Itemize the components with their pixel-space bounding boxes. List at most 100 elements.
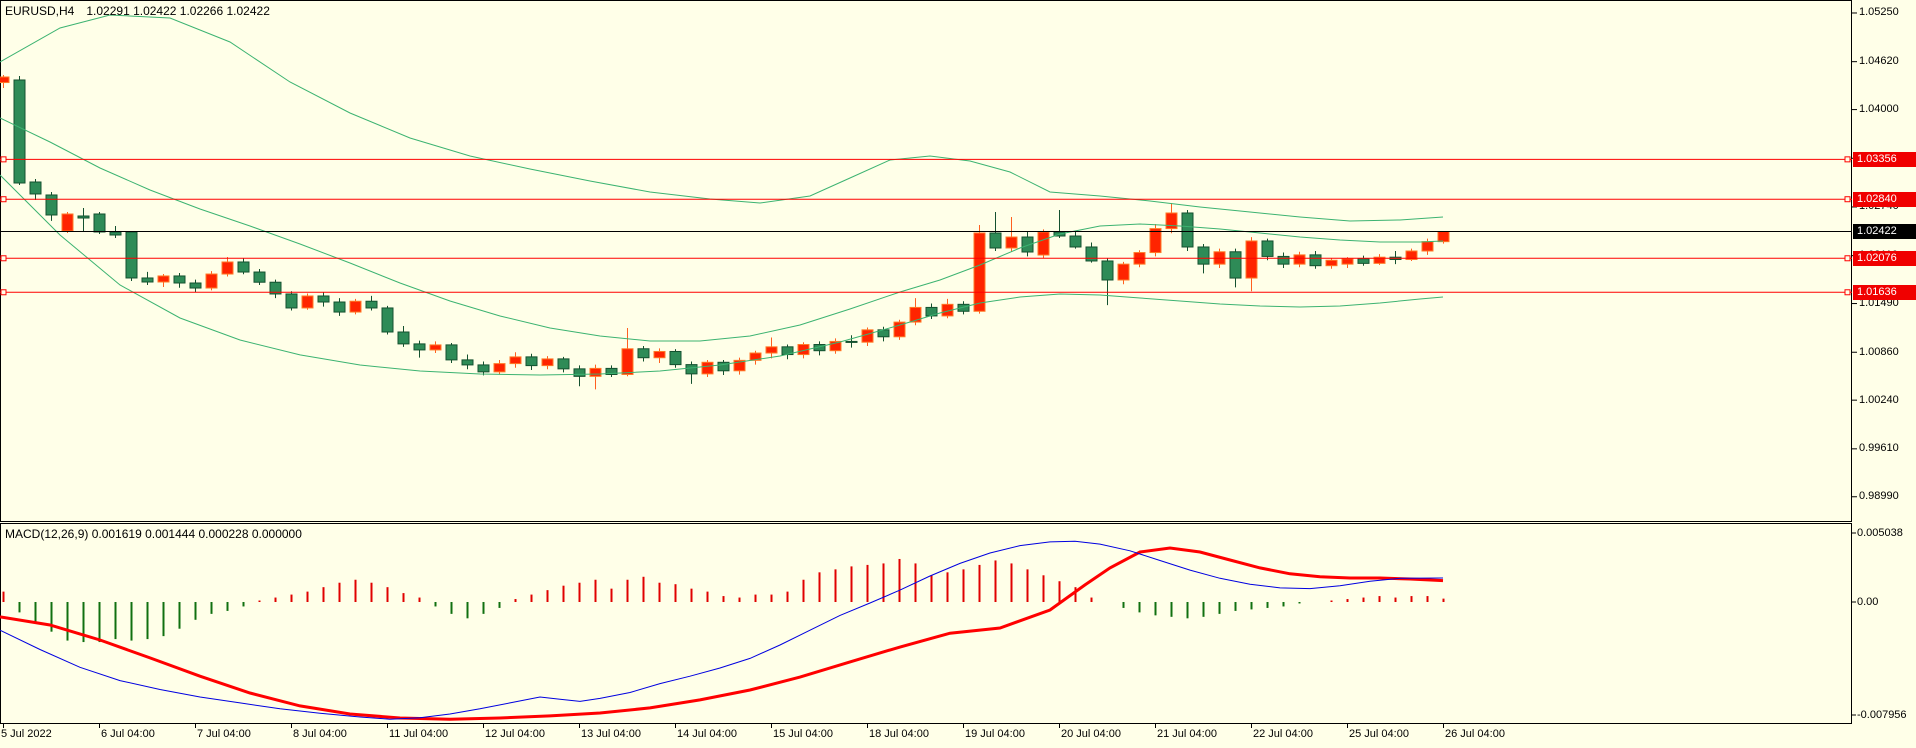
bull-candle: [1005, 236, 1018, 249]
bear-candle: [1229, 251, 1242, 279]
macd-signal-line: [0, 546, 1444, 721]
time-axis-label: 18 Jul 04:00: [869, 728, 929, 740]
bull-candle: [301, 295, 314, 309]
bear-candle: [717, 361, 730, 372]
bull-candle: [701, 361, 714, 375]
bear-candle: [637, 348, 650, 359]
price-axis-label: 1.01490: [1859, 297, 1899, 310]
macd-axis-label: 0.00: [1857, 595, 1879, 608]
bear-candle: [317, 295, 330, 303]
bull-candle: [493, 363, 506, 373]
bull-candle: [621, 348, 634, 375]
price-axis-label: 1.00860: [1859, 345, 1899, 358]
bear-candle: [557, 358, 570, 370]
bear-candle: [253, 271, 266, 283]
bear-candle: [77, 215, 90, 219]
level-handle-left: [0, 156, 7, 163]
time-axis-label: 12 Jul 04:00: [485, 728, 545, 740]
bull-candle: [1421, 241, 1434, 252]
price-axis-label: 1.00240: [1859, 393, 1899, 406]
time-axis-label: 19 Jul 04:00: [965, 728, 1025, 740]
bull-candle: [157, 275, 170, 283]
bear-candle: [957, 303, 970, 312]
time-axis-label: 15 Jul 04:00: [773, 728, 833, 740]
bull-candle: [589, 367, 602, 377]
bear-candle: [845, 340, 858, 343]
bear-candle: [13, 79, 26, 184]
bull-candle: [1245, 240, 1258, 279]
bull-candle: [829, 340, 842, 352]
bull-candle: [733, 359, 746, 372]
bull-candle: [1037, 231, 1050, 256]
bull-candle: [1149, 228, 1162, 254]
bear-candle: [189, 282, 202, 289]
time-axis-label: 11 Jul 04:00: [389, 728, 449, 740]
bear-candle: [1261, 240, 1274, 257]
bear-candle: [365, 300, 378, 309]
bear-candle: [125, 231, 138, 279]
bear-candle: [1021, 236, 1034, 253]
bear-candle: [173, 275, 186, 284]
bear-candle: [1069, 235, 1082, 248]
bollinger-middle-band: [0, 117, 1444, 342]
bear-candle: [525, 356, 538, 367]
bear-candle: [333, 301, 346, 313]
bull-candle: [349, 300, 362, 313]
price-axis-label: 1.04000: [1859, 103, 1899, 116]
time-axis-label: 6 Jul 04:00: [101, 728, 155, 740]
time-axis-label: 20 Jul 04:00: [1061, 728, 1121, 740]
level-handle-right: [1844, 289, 1851, 296]
macd-axis-label: 0.005038: [1857, 526, 1903, 539]
bear-candle: [669, 350, 682, 366]
price-axis-label: 1.04620: [1859, 55, 1899, 68]
level-handle-right: [1844, 255, 1851, 262]
level-handle-right: [1844, 156, 1851, 163]
price-axis-label: 0.99610: [1859, 442, 1899, 455]
time-axis-label: 21 Jul 04:00: [1157, 728, 1217, 740]
bear-candle: [477, 364, 490, 373]
bear-candle: [1197, 246, 1210, 265]
time-axis-label: 25 Jul 04:00: [1349, 728, 1409, 740]
time-axis-label: 7 Jul 04:00: [197, 728, 251, 740]
bear-candle: [1101, 260, 1114, 281]
macd-main-line: [0, 540, 1444, 720]
bear-candle: [237, 261, 250, 273]
bull-candle: [1117, 263, 1130, 281]
bull-candle: [61, 213, 74, 232]
bear-candle: [285, 293, 298, 309]
bull-candle: [509, 356, 522, 365]
bear-candle: [1085, 246, 1098, 262]
bear-candle: [109, 231, 122, 236]
macd-indicator-label: MACD(12,26,9) 0.001619 0.001444 0.000228…: [5, 527, 302, 541]
level-handle-left: [0, 255, 7, 262]
current-price-badge[interactable]: 1.02422: [1853, 224, 1916, 240]
bear-candle: [1181, 212, 1194, 248]
price-axis-label: 0.98990: [1859, 490, 1899, 503]
bull-candle: [909, 306, 922, 323]
price-level-badge[interactable]: 1.01636: [1853, 284, 1916, 300]
bear-candle: [381, 307, 394, 333]
bear-candle: [573, 368, 586, 377]
time-axis-label: 26 Jul 04:00: [1445, 728, 1505, 740]
bull-candle: [541, 358, 554, 367]
bear-candle: [413, 343, 426, 351]
ohlc-values-label: 1.02291 1.02422 1.02266 1.02422: [86, 4, 270, 18]
symbol-timeframe-label: EURUSD,H4: [5, 4, 75, 18]
bear-candle: [397, 331, 410, 345]
time-axis-label: 14 Jul 04:00: [677, 728, 737, 740]
price-level-badge[interactable]: 1.02840: [1853, 191, 1916, 207]
bull-candle: [861, 329, 874, 343]
level-handle-left: [0, 196, 7, 203]
bear-candle: [1309, 254, 1322, 267]
bear-candle: [1277, 255, 1290, 265]
price-level-badge[interactable]: 1.03356: [1853, 151, 1916, 167]
bull-candle: [429, 344, 442, 351]
bull-candle: [1325, 259, 1338, 267]
bull-candle: [893, 321, 906, 338]
bull-candle: [1437, 231, 1450, 243]
bull-candle: [653, 350, 666, 359]
bear-candle: [685, 364, 698, 375]
level-handle-left: [0, 289, 7, 296]
price-level-badge[interactable]: 1.02076: [1853, 250, 1916, 266]
